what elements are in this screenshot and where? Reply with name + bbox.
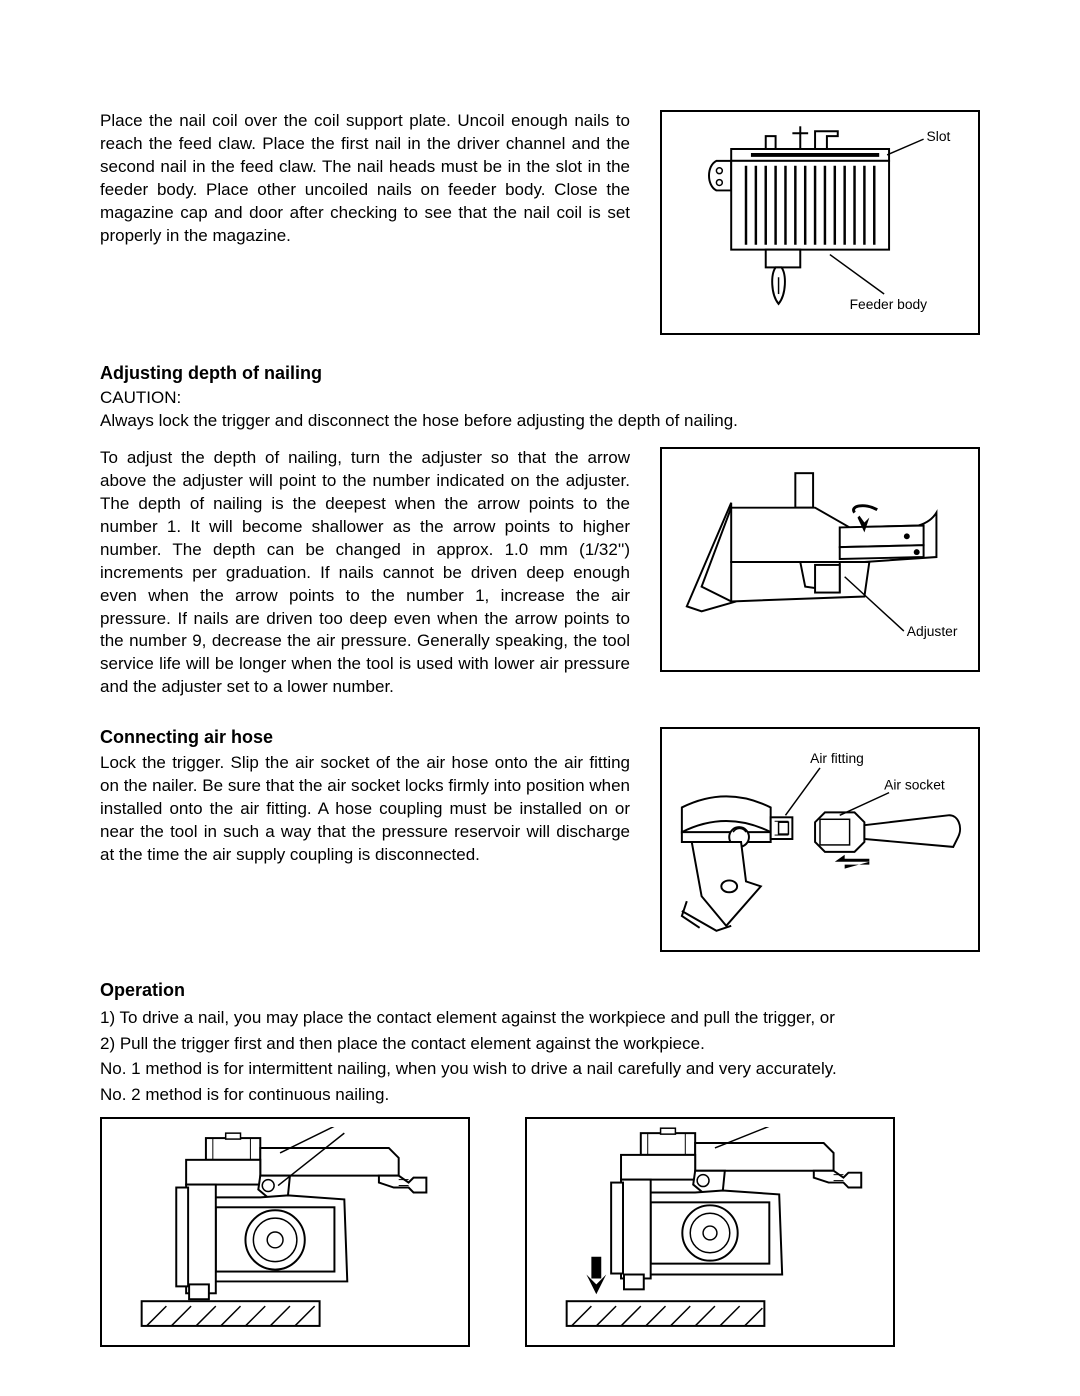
label-feeder-body: Feeder body xyxy=(850,296,928,312)
figure-adjuster: Adjuster xyxy=(660,447,980,672)
feeder-body-svg: Slot Feeder body xyxy=(672,120,968,325)
label-air-fitting: Air fitting xyxy=(810,750,864,766)
operation-line3: No. 1 method is for intermittent nailing… xyxy=(100,1056,980,1082)
adjuster-svg: Adjuster xyxy=(672,457,968,662)
operation-line4: No. 2 method is for continuous nailing. xyxy=(100,1082,980,1108)
label-slot: Slot xyxy=(927,128,951,144)
air-hose-svg: Air fitting Air socket xyxy=(672,737,968,942)
operation-line1: 1) To drive a nail, you may place the co… xyxy=(100,1005,980,1031)
air-hose-body: Lock the trigger. Slip the air socket of… xyxy=(100,752,630,867)
method2-svg xyxy=(537,1127,883,1337)
heading-operation: Operation xyxy=(100,980,980,1001)
caution-text: Always lock the trigger and disconnect t… xyxy=(100,410,980,433)
label-adjuster: Adjuster xyxy=(907,623,958,639)
section-nail-loading: Place the nail coil over the coil suppor… xyxy=(100,110,980,335)
figure-method-2 xyxy=(525,1117,895,1347)
operation-line2: 2) Pull the trigger first and then place… xyxy=(100,1031,980,1057)
section-air-hose: Connecting air hose Lock the trigger. Sl… xyxy=(100,727,980,952)
caution-label: CAUTION: xyxy=(100,388,980,408)
figure-feeder-body: Slot Feeder body xyxy=(660,110,980,335)
method1-svg xyxy=(112,1127,458,1337)
nail-loading-body: Place the nail coil over the coil suppor… xyxy=(100,110,630,248)
heading-adjusting: Adjusting depth of nailing xyxy=(100,363,980,384)
figure-method-1 xyxy=(100,1117,470,1347)
nail-loading-text: Place the nail coil over the coil suppor… xyxy=(100,110,630,248)
adjusting-body: To adjust the depth of nailing, turn the… xyxy=(100,447,630,699)
section-operation: Operation 1) To drive a nail, you may pl… xyxy=(100,980,980,1347)
operation-figures xyxy=(100,1117,980,1347)
section-adjusting-depth: Adjusting depth of nailing CAUTION: Alwa… xyxy=(100,363,980,699)
figure-air-hose: Air fitting Air socket xyxy=(660,727,980,952)
label-air-socket: Air socket xyxy=(884,777,945,793)
heading-air-hose: Connecting air hose xyxy=(100,727,630,748)
